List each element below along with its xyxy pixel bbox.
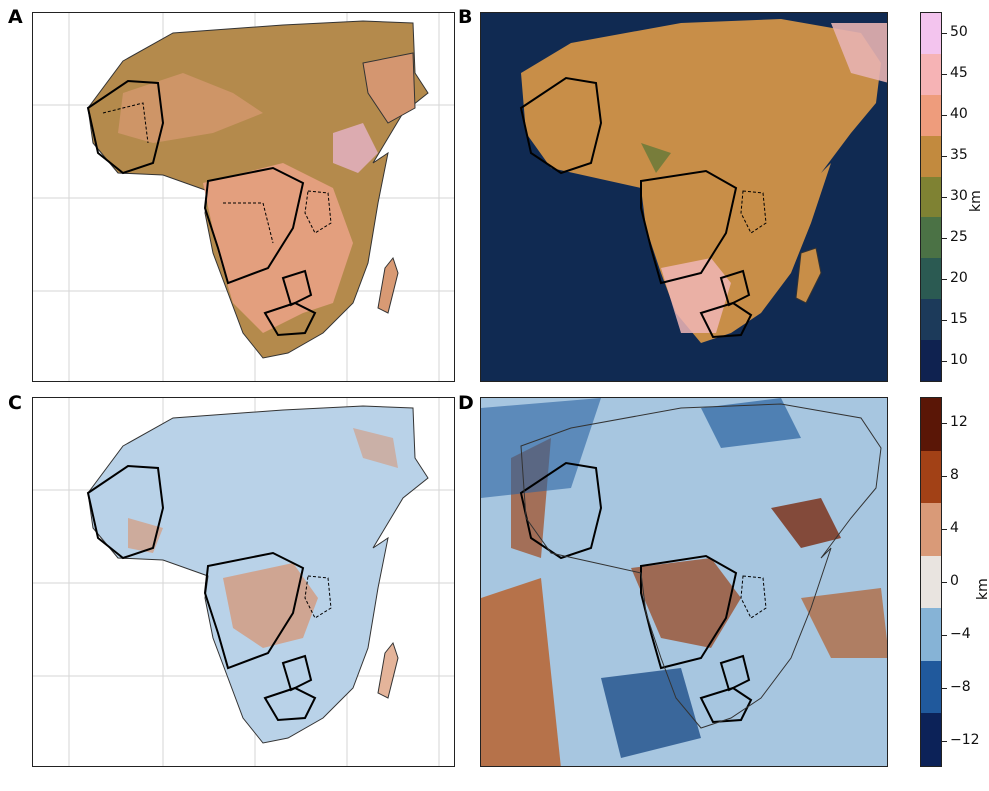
panel-label-b: B bbox=[458, 6, 473, 28]
colorbar-tick-label: 8 bbox=[950, 467, 959, 484]
colorbar-band bbox=[921, 555, 941, 609]
colorbar-tick-mark bbox=[942, 279, 947, 281]
colorbar-band bbox=[921, 53, 941, 95]
map-b-graphic bbox=[519, 19, 887, 343]
panel-label-a: A bbox=[8, 6, 23, 28]
colorbar-band bbox=[921, 340, 941, 382]
colorbar-tick-mark bbox=[942, 114, 947, 116]
colorbar-tick-label: 4 bbox=[950, 520, 959, 537]
colorbar-tick-label: 45 bbox=[950, 64, 968, 81]
colorbar-tick-label: −12 bbox=[950, 731, 980, 748]
colorbar-tick-label: 30 bbox=[950, 188, 968, 204]
colorbar-band bbox=[921, 176, 941, 218]
colorbar-tick-mark bbox=[942, 155, 947, 157]
colorbar-bottom-unit: km bbox=[975, 578, 989, 600]
colorbar-tick-label: 0 bbox=[950, 573, 959, 589]
colorbar-tick-label: 20 bbox=[950, 270, 968, 287]
map-c-graphic bbox=[33, 398, 454, 766]
colorbar-band bbox=[921, 398, 941, 451]
colorbar-tick-mark bbox=[942, 687, 947, 689]
colorbar-band bbox=[921, 503, 941, 556]
colorbar-tick-label: 25 bbox=[950, 229, 968, 246]
colorbar-tick-label: −8 bbox=[950, 678, 971, 695]
panel-label-c: C bbox=[8, 392, 22, 414]
colorbar-tick-mark bbox=[942, 634, 947, 636]
colorbar-tick-label: 12 bbox=[950, 414, 968, 431]
colorbar-band bbox=[921, 660, 941, 714]
colorbar-bottom bbox=[920, 397, 942, 767]
map-d-graphic bbox=[481, 398, 887, 766]
colorbar-tick-mark bbox=[942, 529, 947, 531]
colorbar-band bbox=[921, 713, 941, 767]
map-panel-a bbox=[32, 12, 455, 382]
map-panel-d bbox=[480, 397, 888, 767]
colorbar-tick-label: −4 bbox=[950, 625, 971, 642]
colorbar-band bbox=[921, 299, 941, 341]
colorbar-band bbox=[921, 135, 941, 177]
colorbar-tick-mark bbox=[942, 197, 947, 198]
map-panel-c bbox=[32, 397, 455, 767]
colorbar-top-unit: km bbox=[968, 190, 984, 212]
panel-label-d: D bbox=[458, 392, 474, 414]
colorbar-tick-mark bbox=[942, 423, 947, 425]
colorbar-tick-label: 50 bbox=[950, 23, 968, 40]
colorbar-tick-label: 15 bbox=[950, 311, 968, 328]
colorbar-tick-mark bbox=[942, 32, 947, 34]
colorbar-bottom-fill bbox=[921, 398, 941, 767]
colorbar-top-fill bbox=[921, 13, 941, 382]
colorbar-tick-mark bbox=[942, 361, 947, 363]
colorbar-tick-mark bbox=[942, 320, 947, 322]
colorbar-tick-label: 40 bbox=[950, 105, 968, 122]
colorbar-band bbox=[921, 608, 941, 661]
colorbar-tick-mark bbox=[942, 238, 947, 240]
colorbar-tick-mark bbox=[942, 582, 947, 583]
map-panel-b bbox=[480, 12, 888, 382]
colorbar-top bbox=[920, 12, 942, 382]
colorbar-band bbox=[921, 94, 941, 136]
colorbar-tick-label: 35 bbox=[950, 146, 968, 163]
map-a-graphic bbox=[33, 13, 454, 381]
colorbar-band bbox=[921, 13, 941, 54]
colorbar-band bbox=[921, 217, 941, 259]
colorbar-tick-mark bbox=[942, 73, 947, 75]
colorbar-band bbox=[921, 258, 941, 300]
colorbar-tick-mark bbox=[942, 740, 947, 742]
colorbar-band bbox=[921, 450, 941, 504]
colorbar-tick-label: 10 bbox=[950, 352, 968, 369]
colorbar-tick-mark bbox=[942, 476, 947, 478]
